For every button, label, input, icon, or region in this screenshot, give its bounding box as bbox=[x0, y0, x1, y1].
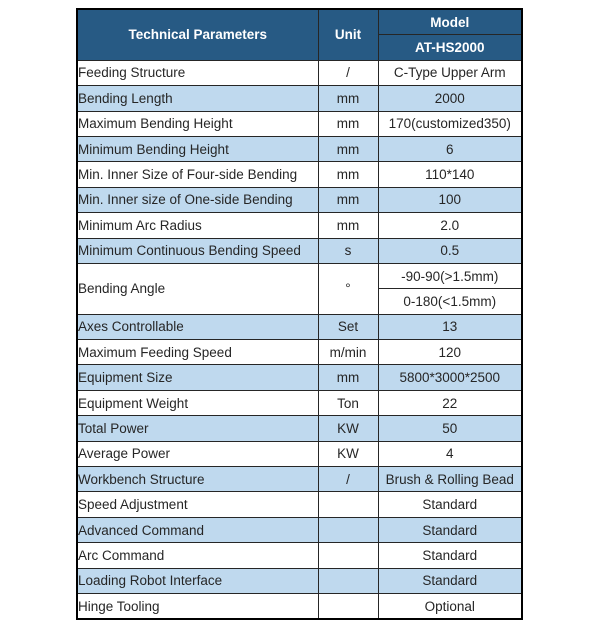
param-cell: Average Power bbox=[76, 440, 319, 468]
value-cell: 2000 bbox=[377, 85, 523, 112]
unit-cell: mm bbox=[317, 135, 379, 163]
param-cell: Minimum Continuous Bending Speed bbox=[76, 237, 319, 264]
value-cell: C-Type Upper Arm bbox=[377, 59, 523, 87]
unit-cell: mm bbox=[317, 110, 379, 137]
table-row: Loading Robot Interface Standard bbox=[76, 567, 523, 594]
table-row: Minimum Continuous Bending Speed s 0.5 bbox=[76, 237, 523, 264]
unit-cell: mm bbox=[317, 186, 379, 214]
unit-cell: mm bbox=[317, 85, 379, 112]
table-row: Workbench Structure / Brush & Rolling Be… bbox=[76, 466, 523, 493]
table-row: Equipment Weight Ton 22 bbox=[76, 389, 523, 417]
value-cell: Standard bbox=[377, 516, 523, 544]
param-cell: Axes Controllable bbox=[76, 313, 319, 341]
value-cell: 22 bbox=[377, 389, 523, 417]
table-row: Bending Angle ° -90-90(>1.5mm) bbox=[76, 262, 523, 315]
header-row-1: Technical Parameters Unit Model bbox=[76, 8, 523, 61]
param-cell: Maximum Bending Height bbox=[76, 110, 319, 137]
unit-cell: mm bbox=[317, 161, 379, 188]
value-cell: 6 bbox=[377, 135, 523, 163]
unit-cell: Ton bbox=[317, 389, 379, 417]
unit-cell bbox=[317, 491, 379, 518]
value-cell: 100 bbox=[377, 186, 523, 214]
value-cell: Optional bbox=[377, 592, 523, 620]
table-row: Average Power KW 4 bbox=[76, 440, 523, 468]
param-cell: Maximum Feeding Speed bbox=[76, 339, 319, 366]
technical-parameters-table: Technical Parameters Unit Model AT-HS200… bbox=[76, 8, 523, 620]
param-cell: Bending Length bbox=[76, 85, 319, 112]
table-row: Minimum Arc Radius mm 2.0 bbox=[76, 212, 523, 239]
table-row: Advanced Command Standard bbox=[76, 516, 523, 544]
table-body: Feeding Structure / C-Type Upper Arm Ben… bbox=[76, 59, 523, 620]
param-cell: Minimum Bending Height bbox=[76, 135, 319, 163]
value-cell: 110*140 bbox=[377, 161, 523, 188]
page: { "colors": { "header_bg": "#275A84", "a… bbox=[76, 8, 523, 620]
table-row: Min. Inner Size of Four-side Bending mm … bbox=[76, 161, 523, 188]
header-model-value: AT-HS2000 bbox=[377, 34, 523, 61]
table-header: Technical Parameters Unit Model AT-HS200… bbox=[76, 8, 523, 61]
value-cell: Standard bbox=[377, 542, 523, 569]
header-technical-parameters: Technical Parameters bbox=[76, 8, 319, 61]
unit-cell-degree: ° bbox=[317, 262, 379, 315]
unit-cell: mm bbox=[317, 364, 379, 391]
value-cell: 2.0 bbox=[377, 212, 523, 239]
param-cell: Equipment Size bbox=[76, 364, 319, 391]
header-unit: Unit bbox=[317, 8, 379, 61]
table-row: Bending Length mm 2000 bbox=[76, 85, 523, 112]
value-cell: 0.5 bbox=[377, 237, 523, 264]
unit-cell bbox=[317, 516, 379, 544]
unit-cell: KW bbox=[317, 440, 379, 468]
unit-cell: / bbox=[317, 59, 379, 87]
value-cell: Standard bbox=[377, 491, 523, 518]
unit-cell bbox=[317, 592, 379, 620]
param-cell: Advanced Command bbox=[76, 516, 319, 544]
param-cell: Arc Command bbox=[76, 542, 319, 569]
table-row: Feeding Structure / C-Type Upper Arm bbox=[76, 59, 523, 87]
param-cell: Min. Inner Size of Four-side Bending bbox=[76, 161, 319, 188]
unit-cell: / bbox=[317, 466, 379, 493]
param-cell: Feeding Structure bbox=[76, 59, 319, 87]
value-cell: 50 bbox=[377, 415, 523, 442]
header-row-2: AT-HS2000 bbox=[77, 34, 523, 61]
value-cell: 0-180(<1.5mm) bbox=[377, 288, 523, 315]
unit-cell bbox=[317, 567, 379, 594]
param-cell: Min. Inner size of One-side Bending bbox=[76, 186, 319, 214]
value-cell: -90-90(>1.5mm) bbox=[377, 262, 523, 290]
param-cell: Workbench Structure bbox=[76, 466, 319, 493]
param-cell: Speed Adjustment bbox=[76, 491, 319, 518]
param-cell: Total Power bbox=[76, 415, 319, 442]
table-row: Minimum Bending Height mm 6 bbox=[76, 135, 523, 163]
table-row: Hinge Tooling Optional bbox=[76, 592, 523, 620]
param-cell: Minimum Arc Radius bbox=[76, 212, 319, 239]
table-row: Arc Command Standard bbox=[76, 542, 523, 569]
header-model: Model bbox=[377, 8, 523, 36]
param-cell: Hinge Tooling bbox=[76, 592, 319, 620]
value-cell: 5800*3000*2500 bbox=[377, 364, 523, 391]
unit-cell: KW bbox=[317, 415, 379, 442]
table-row: Maximum Feeding Speed m/min 120 bbox=[76, 339, 523, 366]
table-row: Total Power KW 50 bbox=[76, 415, 523, 442]
value-cell: 13 bbox=[377, 313, 523, 341]
table-row: Axes Controllable Set 13 bbox=[76, 313, 523, 341]
value-cell: Standard bbox=[377, 567, 523, 594]
param-cell: Bending Angle bbox=[76, 262, 319, 315]
table-row: Maximum Bending Height mm 170(customized… bbox=[76, 110, 523, 137]
unit-cell: Set bbox=[317, 313, 379, 341]
table-row: Min. Inner size of One-side Bending mm 1… bbox=[76, 186, 523, 214]
unit-cell: s bbox=[317, 237, 379, 264]
param-cell: Loading Robot Interface bbox=[76, 567, 319, 594]
unit-cell: mm bbox=[317, 212, 379, 239]
table-row: Equipment Size mm 5800*3000*2500 bbox=[76, 364, 523, 391]
table-row: Speed Adjustment Standard bbox=[76, 491, 523, 518]
table-row: 0-180(<1.5mm) bbox=[77, 288, 523, 315]
value-cell: Brush & Rolling Bead bbox=[377, 466, 523, 493]
param-cell: Equipment Weight bbox=[76, 389, 319, 417]
value-cell: 170(customized350) bbox=[377, 110, 523, 137]
unit-cell bbox=[317, 542, 379, 569]
unit-cell: m/min bbox=[317, 339, 379, 366]
value-cell: 4 bbox=[377, 440, 523, 468]
value-cell: 120 bbox=[377, 339, 523, 366]
